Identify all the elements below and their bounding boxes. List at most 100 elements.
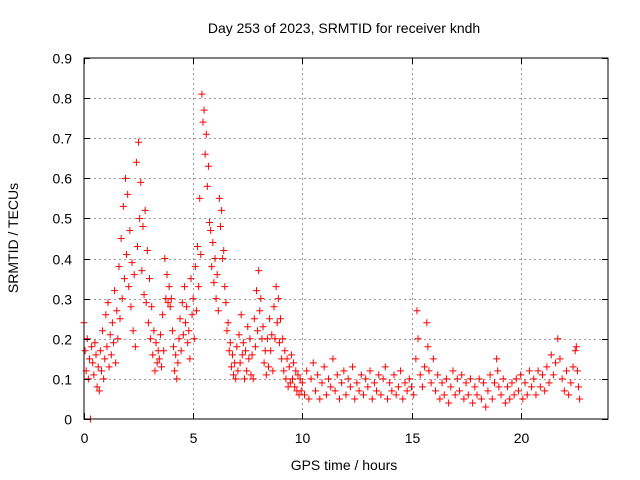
data-point — [120, 275, 128, 283]
data-point — [351, 395, 359, 403]
data-point — [106, 331, 114, 339]
x-tick-label: 15 — [405, 430, 421, 446]
data-point — [413, 307, 421, 315]
data-point — [499, 375, 507, 383]
data-point — [144, 319, 152, 327]
data-point — [353, 379, 361, 387]
data-point — [539, 371, 546, 379]
data-point — [197, 251, 205, 259]
data-point — [458, 371, 466, 379]
data-point — [257, 295, 265, 303]
data-point — [111, 287, 119, 295]
data-point — [416, 371, 424, 379]
data-point — [484, 387, 492, 395]
data-point — [379, 375, 387, 383]
data-point — [88, 343, 96, 351]
data-point — [89, 359, 97, 367]
data-point — [298, 379, 306, 387]
data-point — [196, 194, 204, 202]
data-point — [155, 355, 163, 363]
data-points — [80, 90, 584, 423]
data-point — [549, 371, 557, 379]
data-point — [174, 359, 182, 367]
data-point — [254, 327, 262, 335]
data-point — [91, 339, 99, 347]
data-point — [329, 355, 337, 363]
data-point — [245, 355, 253, 363]
data-point — [445, 399, 453, 407]
data-point — [185, 327, 193, 335]
data-point — [202, 130, 210, 138]
data-point — [237, 311, 245, 319]
data-point — [504, 383, 512, 391]
data-point — [143, 247, 151, 255]
data-point — [178, 299, 186, 307]
data-point — [282, 375, 290, 383]
data-point — [216, 222, 224, 230]
data-point — [220, 247, 228, 255]
data-point — [346, 383, 354, 391]
data-point — [182, 319, 190, 327]
data-point — [127, 303, 135, 311]
data-point — [399, 395, 407, 403]
y-tick-label: 0.3 — [53, 292, 73, 308]
x-tick-label: 5 — [190, 430, 198, 446]
data-point — [436, 395, 444, 403]
data-point — [93, 383, 101, 391]
data-point — [355, 387, 363, 395]
data-point — [528, 383, 536, 391]
data-point — [368, 395, 376, 403]
data-point — [388, 387, 396, 395]
data-point — [262, 371, 270, 379]
data-point — [442, 375, 450, 383]
data-point — [392, 391, 400, 399]
data-point — [424, 343, 432, 351]
data-point — [170, 343, 178, 351]
data-point — [266, 315, 274, 323]
data-point — [85, 355, 93, 363]
data-point — [309, 359, 317, 367]
data-point — [212, 295, 220, 303]
data-point — [140, 291, 148, 299]
data-point — [558, 375, 566, 383]
data-point — [95, 387, 103, 395]
data-point — [349, 363, 357, 371]
data-point — [294, 371, 302, 379]
data-point — [301, 391, 309, 399]
data-point — [386, 379, 394, 387]
data-point — [482, 403, 490, 411]
data-point — [514, 387, 522, 395]
data-point — [291, 383, 299, 391]
data-point — [247, 371, 255, 379]
data-point — [119, 202, 127, 210]
data-point — [567, 379, 575, 387]
data-point — [167, 295, 175, 303]
data-point — [297, 387, 305, 395]
data-point — [259, 323, 267, 331]
y-tick-label: 0 — [64, 412, 72, 428]
data-point — [373, 387, 381, 395]
data-point — [333, 371, 341, 379]
data-point — [201, 150, 209, 158]
data-point — [397, 367, 405, 375]
data-point — [556, 355, 564, 363]
data-point — [277, 315, 284, 323]
data-point — [146, 275, 153, 283]
data-point — [287, 351, 295, 359]
data-point — [292, 367, 300, 375]
data-point — [264, 363, 272, 371]
data-point — [394, 383, 402, 391]
data-point — [412, 355, 420, 363]
data-point — [493, 355, 501, 363]
data-point — [103, 343, 111, 351]
data-point — [163, 271, 171, 279]
data-point — [438, 379, 446, 387]
data-point — [255, 267, 263, 275]
data-point — [100, 375, 108, 383]
data-point — [147, 335, 155, 343]
data-point — [226, 339, 234, 347]
data-point — [194, 243, 202, 251]
data-point — [545, 379, 553, 387]
data-point — [460, 395, 468, 403]
data-point — [213, 271, 221, 279]
